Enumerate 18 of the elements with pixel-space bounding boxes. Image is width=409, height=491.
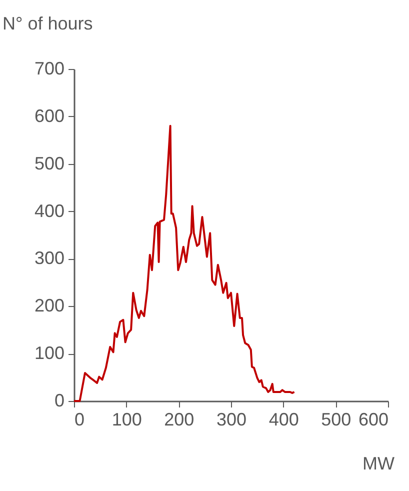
y-tick-label: 100: [34, 343, 64, 364]
x-tick-label: 400: [268, 410, 299, 430]
y-tick-label: 600: [34, 106, 64, 126]
x-axis-title: MW: [362, 454, 395, 474]
x-tick-label: 100: [112, 410, 142, 430]
y-tick-label: 0: [54, 390, 64, 410]
y-tick-label: 300: [34, 248, 64, 268]
y-tick-label: 200: [34, 296, 64, 316]
y-tick-label: 500: [34, 153, 64, 174]
x-tick-label: 0: [74, 410, 85, 430]
x-tick-label: 300: [216, 410, 247, 430]
x-tick-label: 200: [164, 410, 194, 430]
x-tick-label: 500: [321, 410, 352, 430]
line-series: [73, 124, 296, 402]
y-tick-label: 700: [34, 58, 64, 78]
y-axis-title: N° of hours: [2, 14, 93, 34]
y-tick-label: 400: [34, 200, 64, 221]
x-tick-label: 600: [358, 410, 388, 430]
